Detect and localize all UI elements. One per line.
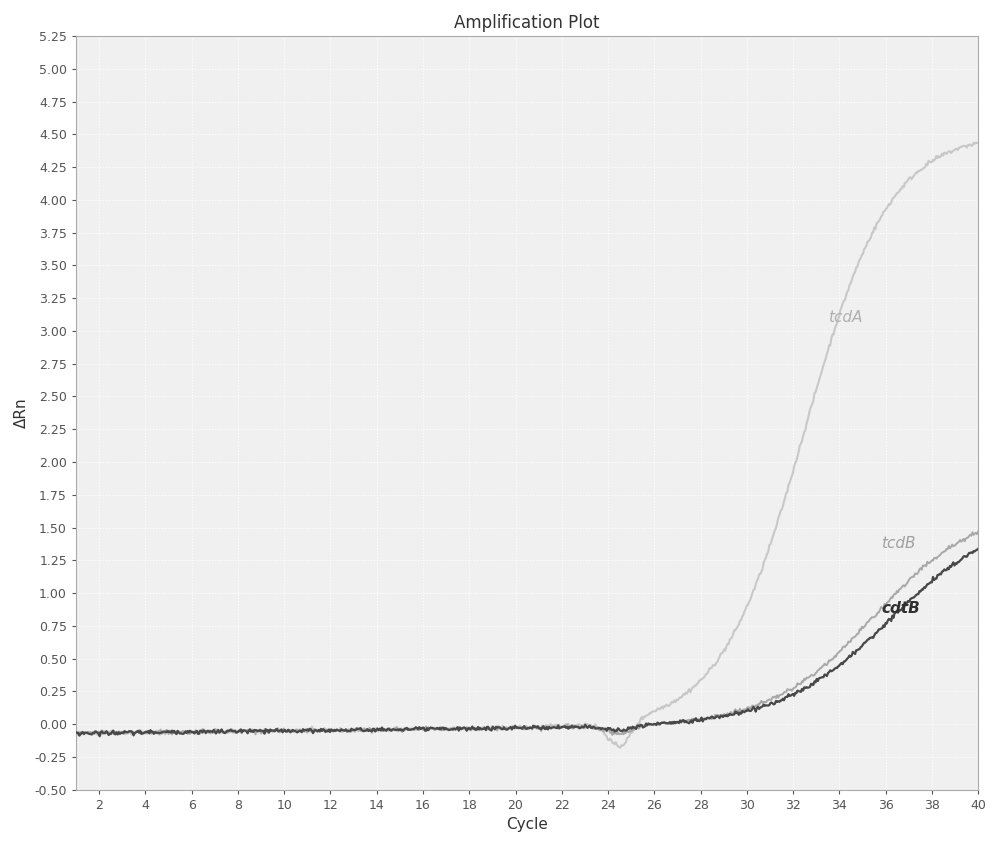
X-axis label: Cycle: Cycle <box>506 817 548 832</box>
Y-axis label: ΔRn: ΔRn <box>14 398 29 428</box>
Text: tcdA: tcdA <box>828 310 862 326</box>
Title: Amplification Plot: Amplification Plot <box>454 14 600 32</box>
Text: tcdB: tcdB <box>881 536 916 551</box>
Text: cdtB: cdtB <box>881 602 920 616</box>
